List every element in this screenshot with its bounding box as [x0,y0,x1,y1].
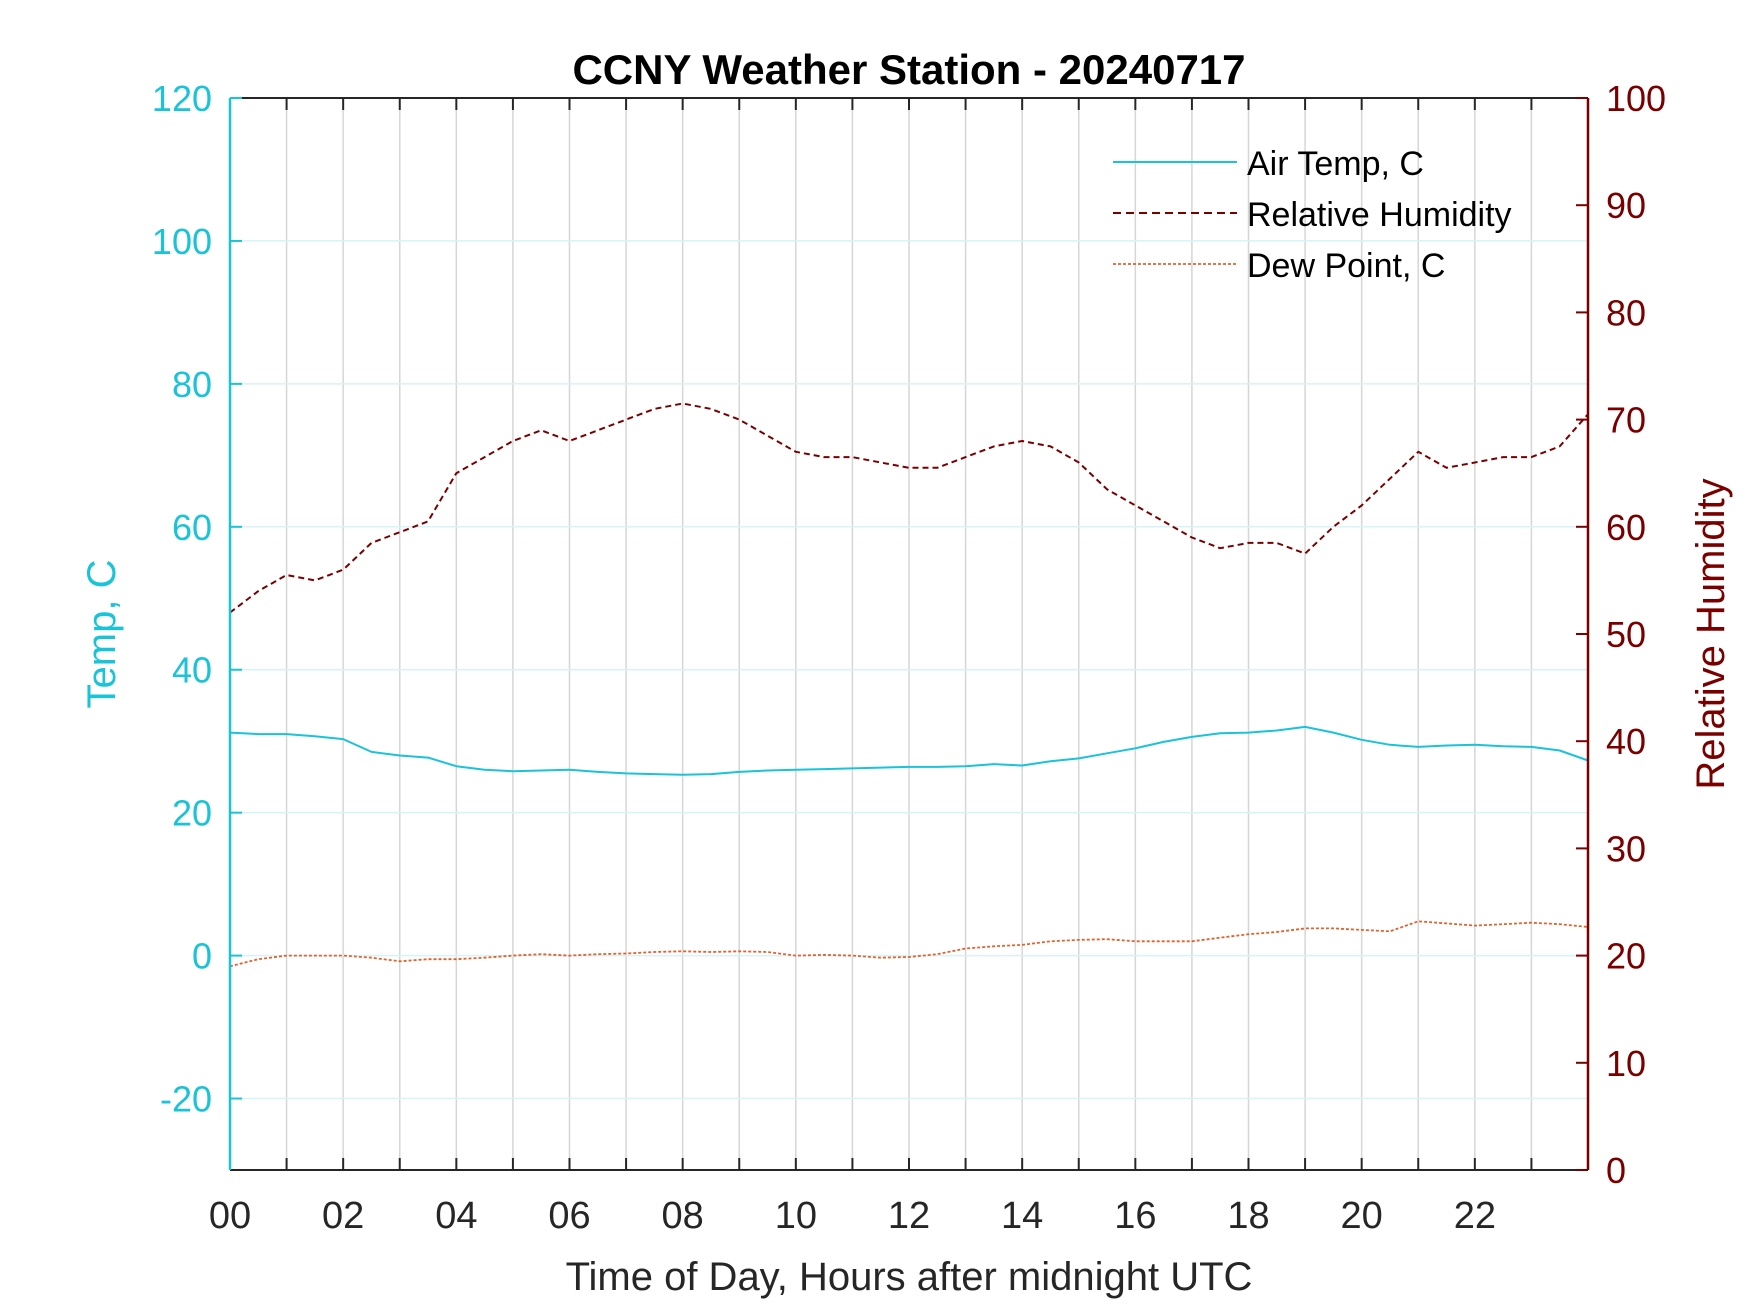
right-y-tick-label: 70 [1606,400,1646,441]
legend: Air Temp, C Relative Humidity Dew Point,… [1113,145,1512,285]
x-tick-label: 04 [435,1195,477,1237]
right-y-tick-label: 90 [1606,185,1646,226]
series-line-dew-point-c [229,920,1589,968]
left-y-tick-label: 120 [152,78,212,119]
right-y-tick-label: 40 [1606,721,1646,762]
legend-label-air-temp: Air Temp, C [1247,145,1424,183]
x-tick-label: 08 [662,1195,704,1237]
right-y-tick-label: 0 [1606,1150,1626,1191]
right-y-tick-label: 50 [1606,614,1646,655]
left-y-tick-label: 0 [192,936,212,977]
left-y-tick-label: 80 [172,364,212,405]
right-y-axis-label: Relative Humidity [1689,478,1733,789]
x-tick-label: 20 [1341,1195,1383,1237]
grid [230,98,1588,1170]
chart-title: CCNY Weather Station - 20240717 [572,46,1245,93]
left-y-tick-label: 60 [172,507,212,548]
x-tick-label: 16 [1114,1195,1156,1237]
x-tick-label: 18 [1227,1195,1269,1237]
series-layer [229,402,1589,968]
x-tick-label: 22 [1454,1195,1496,1237]
x-tick-label: 14 [1001,1195,1043,1237]
x-tick-label: 12 [888,1195,930,1237]
legend-label-relative-humidity: Relative Humidity [1247,196,1512,234]
left-y-tick-label: -20 [160,1079,212,1120]
right-y-tick-label: 30 [1606,828,1646,869]
right-y-tick-label: 20 [1606,936,1646,977]
x-axis-label: Time of Day, Hours after midnight UTC [566,1255,1253,1299]
series-line-air-temp-c [229,725,1589,776]
left-y-axis-label: Temp, C [80,560,124,709]
right-y-tick-label: 10 [1606,1043,1646,1084]
x-tick-label: 10 [775,1195,817,1237]
legend-label-dew-point: Dew Point, C [1247,247,1445,285]
x-tick-label: 02 [322,1195,364,1237]
left-y-tick-label: 100 [152,221,212,262]
right-y-tick-label: 80 [1606,292,1646,333]
x-tick-label: 00 [209,1195,251,1237]
left-y-tick-label: 40 [172,650,212,691]
ticks: 00 02 04 06 08 10 12 14 16 18 20 22-200204060801001… [152,78,1666,1237]
series-line-relative-humidity [229,402,1589,614]
right-y-tick-label: 60 [1606,507,1646,548]
left-y-tick-label: 20 [172,793,212,834]
right-y-tick-label: 100 [1606,78,1666,119]
x-tick-label: 06 [548,1195,590,1237]
